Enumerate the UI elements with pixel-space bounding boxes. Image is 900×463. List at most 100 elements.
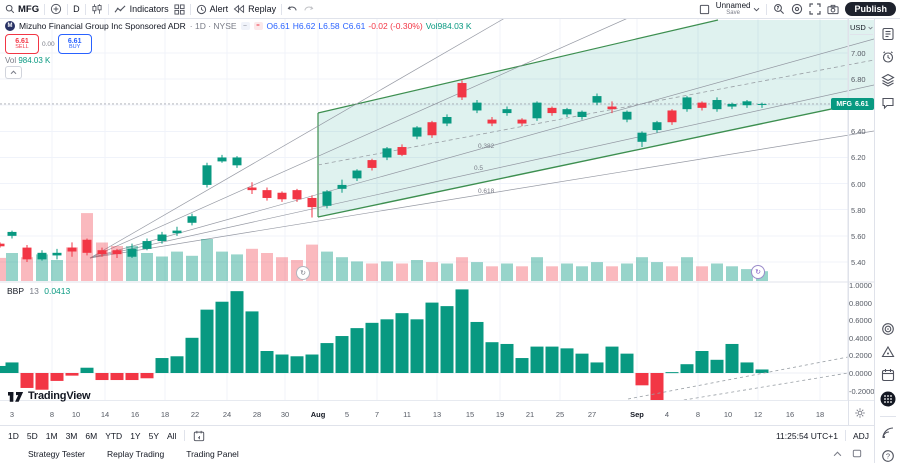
replay-button[interactable]: Replay [233, 4, 276, 14]
price-axis[interactable] [848, 18, 875, 425]
chart-style-button[interactable] [91, 3, 103, 15]
help-icon[interactable]: ? [881, 449, 895, 463]
legend-collapse-button[interactable] [5, 66, 22, 79]
price-tick-label: 5.80 [851, 205, 866, 215]
symbol-search-button[interactable]: MFG [5, 4, 39, 15]
volume-value: 984.03 K [18, 56, 51, 65]
volume-bar [531, 257, 543, 281]
watchlist-icon[interactable] [881, 27, 895, 41]
screenshot-button[interactable] [827, 4, 840, 15]
interval-button[interactable]: D [73, 4, 80, 14]
publish-button[interactable]: Publish [845, 2, 896, 16]
candle-body [0, 243, 5, 247]
currency-selector[interactable]: USD [850, 21, 873, 35]
bbp-trend-dash[interactable] [627, 356, 849, 400]
tab-replay-trading[interactable]: Replay Trading [107, 448, 165, 459]
gear-icon [855, 408, 865, 418]
ideas-icon[interactable] [881, 345, 895, 359]
candle-body [742, 101, 752, 106]
chat-icon[interactable] [881, 96, 895, 110]
candle-body [37, 252, 47, 260]
redo-button[interactable] [303, 4, 314, 14]
range-5y[interactable]: 5Y [148, 430, 159, 441]
layout-select-button[interactable] [699, 4, 710, 15]
range-ytd[interactable]: YTD [105, 430, 123, 441]
undo-button[interactable] [287, 4, 298, 14]
layout-name-button[interactable]: Unnamed Save [716, 2, 761, 16]
layout-save-label: Save [726, 10, 740, 16]
panel-maximize-icon[interactable] [852, 449, 862, 458]
bbp-bar [5, 362, 19, 373]
panel-collapse-icon[interactable] [833, 451, 842, 457]
candle-body [397, 147, 407, 155]
trend-channel-line[interactable] [317, 99, 874, 218]
range-1y[interactable]: 1Y [130, 430, 141, 441]
tab-trading-panel[interactable]: Trading Panel [186, 448, 239, 459]
candle-body [202, 165, 212, 185]
range-1d[interactable]: 1D [8, 430, 19, 441]
symbol-logo: M [5, 21, 15, 31]
buy-button[interactable]: 6.61 BUY [57, 34, 92, 54]
indicator-templates-button[interactable] [174, 3, 185, 15]
trend-channel-fill[interactable] [318, 20, 874, 217]
bbp-bar [0, 365, 7, 373]
indicators-button[interactable]: Indicators [114, 4, 169, 15]
time-axis[interactable] [0, 400, 874, 426]
volume-bar [396, 263, 408, 281]
legend-flag-chip[interactable]: = [253, 22, 263, 30]
event-marker-icon[interactable]: ↻ [751, 265, 765, 279]
adj-toggle[interactable]: ADJ [852, 430, 869, 441]
candle-body [532, 102, 542, 119]
chart-legend: M Mizuho Financial Group Inc Sponsored A… [5, 21, 478, 31]
go-to-date-icon[interactable] [193, 430, 205, 442]
fib-fan-line[interactable] [89, 38, 874, 259]
range-3m[interactable]: 3M [65, 430, 78, 441]
apps-menu-icon[interactable] [880, 391, 896, 407]
range-5d[interactable]: 5D [26, 430, 38, 441]
bbp-bar [530, 346, 544, 373]
fib-fan-line[interactable] [89, 18, 506, 259]
fullscreen-button[interactable] [809, 3, 822, 15]
alert-button[interactable]: Alert [196, 4, 228, 15]
volume-bar [486, 266, 498, 281]
fib-fan-line[interactable] [89, 130, 874, 259]
legend-toggle-chip[interactable]: – [240, 22, 250, 30]
range-all[interactable]: All [167, 430, 177, 441]
last-price-value: 6.61 [854, 100, 869, 108]
compare-button[interactable] [50, 3, 62, 15]
indicators-icon [114, 4, 126, 13]
fib-fan-line[interactable] [89, 18, 629, 259]
volume-bar [636, 257, 648, 281]
volume-bar [156, 256, 168, 281]
bbp-bar [650, 373, 664, 400]
streams-icon[interactable] [881, 426, 895, 440]
tradingview-logo[interactable]: TradingView [8, 390, 91, 402]
replay-icon [233, 4, 245, 14]
axis-settings-button[interactable] [854, 406, 866, 424]
alerts-clock-icon[interactable] [881, 50, 895, 64]
chart-canvas[interactable]: 0.382 0.5 0.618 [0, 18, 874, 400]
snapshot-target-button[interactable] [791, 3, 803, 15]
calendar-icon[interactable] [881, 368, 895, 382]
candle-body [97, 250, 107, 255]
time-tick-label: 7 [374, 410, 380, 419]
fib-fan-line[interactable] [89, 84, 874, 259]
sell-button[interactable]: 6.61 SELL [5, 34, 39, 54]
clock[interactable]: 11:25:54 UTC+1 [775, 430, 838, 441]
bbp-bar [95, 373, 109, 381]
quick-search-button[interactable] [773, 3, 785, 15]
candle-body [682, 97, 692, 110]
trend-channel-line[interactable] [317, 19, 719, 114]
candle-body [442, 116, 452, 124]
layers-icon[interactable] [881, 73, 895, 87]
range-1m[interactable]: 1M [45, 430, 58, 441]
candle-body [187, 216, 197, 223]
hotlists-bullseye-icon[interactable] [881, 322, 895, 336]
tab-strategy-tester[interactable]: Strategy Tester [28, 448, 86, 459]
camera-icon [827, 4, 840, 14]
range-6m[interactable]: 6M [85, 430, 98, 441]
event-marker-icon[interactable]: ↻ [296, 266, 310, 280]
bbp-bar [605, 346, 619, 373]
candle-body [7, 231, 17, 236]
trend-channel-median[interactable] [317, 59, 874, 166]
